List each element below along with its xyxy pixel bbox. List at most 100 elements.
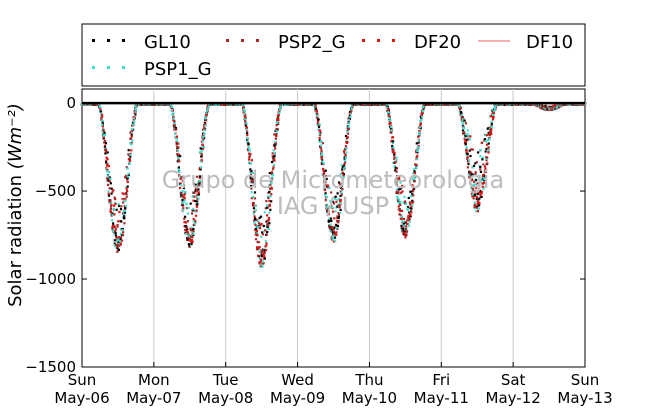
data-point-psp2_g <box>195 209 198 212</box>
data-point-psp1_g <box>463 126 466 129</box>
data-point-gl10 <box>333 236 337 239</box>
data-point-psp1_g <box>474 183 477 186</box>
data-point-psp1_g <box>406 207 409 210</box>
data-point-psp1_g <box>184 190 187 194</box>
data-point-psp1_g <box>336 198 339 201</box>
data-point-psp1_g <box>176 149 179 153</box>
data-point-psp1_g <box>172 117 175 120</box>
data-point-psp2_g <box>330 236 333 239</box>
data-point-df20 <box>105 156 108 159</box>
data-point-psp1_g <box>388 116 391 120</box>
data-point-psp2_g <box>106 177 109 180</box>
data-point-psp2_g <box>479 168 482 171</box>
data-point-psp1_g <box>127 175 130 179</box>
legend-swatch <box>392 39 395 42</box>
data-point-psp1_g <box>110 219 114 222</box>
data-point-psp1_g <box>104 147 108 150</box>
data-point-gl10 <box>336 192 339 195</box>
data-point-psp1_g <box>466 133 469 136</box>
data-point-psp1_g <box>171 105 174 109</box>
data-point-df20 <box>344 145 348 148</box>
data-point-psp1_g <box>256 220 260 223</box>
data-point-gl10 <box>483 175 486 178</box>
data-point-df20 <box>411 201 414 204</box>
data-point-df20 <box>408 216 411 219</box>
data-point-gl10 <box>410 207 413 210</box>
data-point-df20 <box>107 165 110 168</box>
data-point-gl10 <box>464 142 467 146</box>
data-point-psp1_g <box>401 219 404 223</box>
data-point-psp1_g <box>471 166 475 169</box>
data-point-df20 <box>480 190 483 193</box>
data-point-psp2_g <box>316 112 319 115</box>
data-point-psp1_g <box>119 227 123 231</box>
data-point-psp2_g <box>253 210 256 213</box>
data-point-psp2_g <box>398 213 401 216</box>
data-point-psp2_g <box>172 119 176 123</box>
data-point-df20 <box>326 184 330 187</box>
data-point-gl10 <box>253 191 257 194</box>
data-point-psp1_g <box>204 116 207 119</box>
data-point-df20 <box>491 116 494 119</box>
data-point-psp1_g <box>403 224 406 227</box>
data-point-df20 <box>478 188 481 191</box>
data-point-psp1_g <box>349 116 352 119</box>
data-point-df20 <box>172 118 175 121</box>
data-point-df20 <box>410 211 413 214</box>
data-point-psp1_g <box>241 104 244 107</box>
data-point-gl10 <box>198 175 202 178</box>
x-tick-date: May-06 <box>54 389 109 407</box>
data-point-df20 <box>472 185 476 188</box>
data-point-gl10 <box>344 134 348 138</box>
data-point-psp2_g <box>263 251 266 255</box>
data-point-psp1_g <box>479 155 482 158</box>
data-point-psp2_g <box>130 141 133 144</box>
data-point-df20 <box>491 118 495 121</box>
data-point-psp2_g <box>265 199 268 203</box>
data-point-df20 <box>421 112 424 115</box>
data-point-psp2_g <box>327 186 330 189</box>
data-point-psp2_g <box>244 116 247 120</box>
data-point-df20 <box>201 144 204 147</box>
data-point-gl10 <box>194 199 197 203</box>
data-point-gl10 <box>177 166 180 169</box>
data-point-gl10 <box>347 120 350 123</box>
data-point-gl10 <box>184 215 187 218</box>
data-point-psp1_g <box>321 160 324 163</box>
data-point-df20 <box>270 171 274 174</box>
data-point-df20 <box>189 227 192 231</box>
data-point-df20 <box>125 187 128 190</box>
data-point-gl10 <box>337 215 340 218</box>
data-point-gl10 <box>409 215 412 218</box>
data-point-df20 <box>242 106 245 110</box>
data-point-df20 <box>404 232 407 235</box>
data-point-psp2_g <box>388 122 391 126</box>
data-point-psp2_g <box>105 148 108 151</box>
data-point-psp1_g <box>206 109 209 112</box>
data-point-psp1_g <box>483 178 486 181</box>
data-point-psp1_g <box>461 118 465 121</box>
grid-lines <box>153 89 514 367</box>
data-point-psp1_g <box>125 186 128 189</box>
data-point-gl10 <box>468 149 471 152</box>
data-point-gl10 <box>404 221 407 224</box>
data-point-psp1_g <box>174 132 177 135</box>
data-point-gl10 <box>402 222 405 226</box>
data-point-df20 <box>107 192 110 195</box>
data-point-psp1_g <box>395 188 399 191</box>
data-point-df20 <box>476 203 480 206</box>
data-point-gl10 <box>99 110 102 113</box>
data-point-df20 <box>263 255 266 258</box>
data-point-psp2_g <box>258 221 261 225</box>
data-point-gl10 <box>249 175 252 178</box>
data-point-psp2_g <box>411 190 415 193</box>
data-point-df20 <box>327 210 330 213</box>
data-point-df20 <box>277 114 280 117</box>
data-point-gl10 <box>393 153 396 156</box>
data-point-df20 <box>343 162 346 166</box>
data-point-df20 <box>116 225 119 228</box>
data-point-psp2_g <box>120 205 123 208</box>
data-point-df20 <box>324 174 327 178</box>
data-point-df20 <box>460 118 463 122</box>
data-point-psp1_g <box>190 230 193 233</box>
